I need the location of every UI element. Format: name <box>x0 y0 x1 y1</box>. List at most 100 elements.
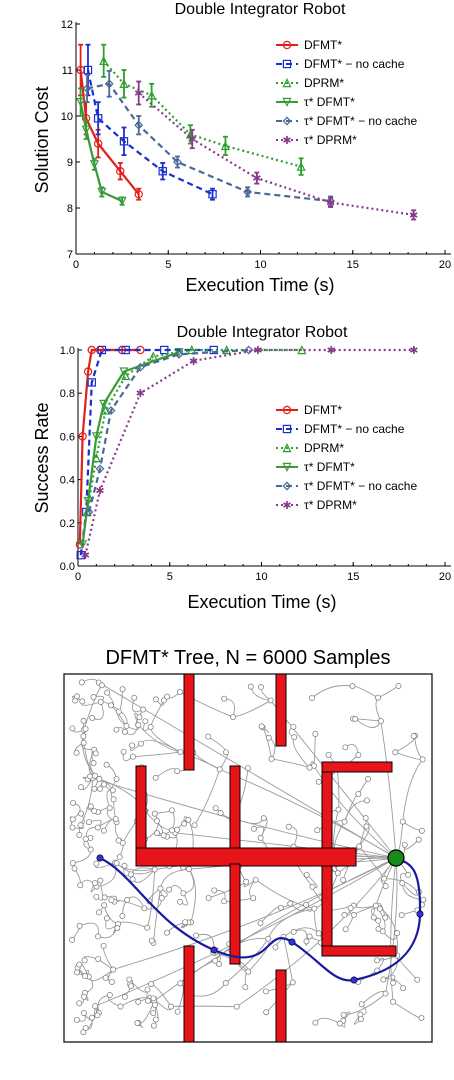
legend-label: τ* DPRM* <box>304 133 357 147</box>
y-tick-label: 0.8 <box>60 388 75 400</box>
chart1-x-label: Execution Time (s) <box>185 275 334 295</box>
tree-node <box>90 760 97 766</box>
tree-node <box>80 717 87 724</box>
tree-node <box>129 753 136 760</box>
series-line <box>86 348 302 513</box>
tree-node <box>94 824 101 831</box>
tree-node <box>242 984 249 991</box>
path-waypoint <box>416 910 424 918</box>
tree-node <box>151 866 158 873</box>
tree-node <box>186 866 193 873</box>
obstacles <box>135 673 397 1043</box>
tree-node <box>150 1022 157 1029</box>
tree-node <box>128 983 134 990</box>
tree-node <box>140 706 147 713</box>
tree-edge <box>255 879 315 910</box>
tree-node <box>182 919 189 926</box>
tree-node <box>418 827 425 834</box>
x-tick-label: 20 <box>439 259 451 271</box>
tree-node <box>257 834 264 841</box>
data-point <box>119 137 129 146</box>
tree-node <box>420 896 427 903</box>
tree-node <box>154 830 160 837</box>
y-tick-label: 0.2 <box>60 518 75 530</box>
series-line <box>86 69 213 196</box>
y-tick-label: 0.4 <box>60 475 75 487</box>
y-tick-label: 12 <box>61 19 73 31</box>
tree-node <box>109 787 116 794</box>
dfmt-tree-figure: DFMT* Tree, N = 6000 Samples <box>63 647 433 1043</box>
chart1-title: Double Integrator Robot <box>175 1 346 18</box>
legend-label: τ* DPRM* <box>304 498 357 512</box>
tree-node <box>119 686 126 693</box>
tree-node <box>154 818 160 824</box>
tree-node <box>113 776 120 782</box>
tree-node <box>126 976 133 983</box>
tree-edge <box>113 857 397 970</box>
data-point <box>187 345 197 355</box>
tree-node <box>377 718 384 725</box>
tree-node <box>87 846 94 853</box>
data-point <box>222 345 232 355</box>
tree-node <box>405 871 412 878</box>
tree-node <box>221 695 228 702</box>
tree-node <box>134 1020 141 1027</box>
tree-node <box>414 976 421 983</box>
data-point: ✱ <box>409 345 418 357</box>
tree-node <box>212 957 219 964</box>
tree-node <box>101 902 108 909</box>
tree-node <box>394 930 401 937</box>
tree-node <box>124 897 131 903</box>
tree-node <box>93 860 100 867</box>
tree-node <box>401 841 408 848</box>
legend-marker <box>282 97 292 107</box>
tree-node <box>390 979 396 986</box>
y-tick-label: 8 <box>67 203 73 215</box>
series-line <box>84 348 414 556</box>
legend: DFMT* DFMT* − no cache DPRM* τ* DFMT* τ* DFM… <box>276 403 417 512</box>
tree-node <box>77 882 84 889</box>
tree-node <box>113 726 120 733</box>
tree-node <box>82 973 88 980</box>
tree-node <box>334 870 341 877</box>
tree-node <box>78 810 84 817</box>
tree-node <box>382 990 389 997</box>
tree-node <box>265 935 272 942</box>
data-point: ✱ <box>95 485 104 497</box>
tree-node <box>222 979 229 986</box>
series-line <box>138 92 414 216</box>
tree-node <box>108 978 115 985</box>
success-rate-chart: Double Integrator Robot Success Rate Exe… <box>32 324 451 612</box>
tree-node <box>152 774 159 781</box>
tree-node <box>290 929 297 935</box>
series-5: ✱ ✱ ✱ ✱ ✱ <box>134 80 418 222</box>
tree-node <box>92 750 99 757</box>
y-tick-label: 10 <box>61 111 73 123</box>
tree-node <box>152 1001 158 1008</box>
x-tick-label: 5 <box>165 259 171 271</box>
chart2-x-label: Execution Time (s) <box>187 592 336 612</box>
tree-node <box>315 778 322 785</box>
tree-node <box>243 878 250 885</box>
tree-node <box>315 930 322 937</box>
tree-node <box>303 938 310 945</box>
data-point <box>147 90 157 100</box>
tree-node <box>342 744 349 751</box>
tree-node <box>115 708 122 715</box>
tree-node <box>342 926 349 933</box>
obstacle <box>135 765 147 857</box>
tree-node <box>110 796 117 803</box>
solution-path <box>96 849 424 984</box>
data-point <box>174 349 184 359</box>
data-point <box>83 497 93 507</box>
tree-node <box>135 998 142 1005</box>
tree-node <box>365 775 372 782</box>
tree-node <box>244 765 251 772</box>
tree-node <box>174 826 181 833</box>
tree-node <box>96 775 103 782</box>
tree-node <box>370 914 377 921</box>
tree-edge <box>219 768 397 859</box>
tree-node <box>121 862 128 869</box>
tree-node <box>92 1003 99 1010</box>
data-point <box>93 114 103 123</box>
